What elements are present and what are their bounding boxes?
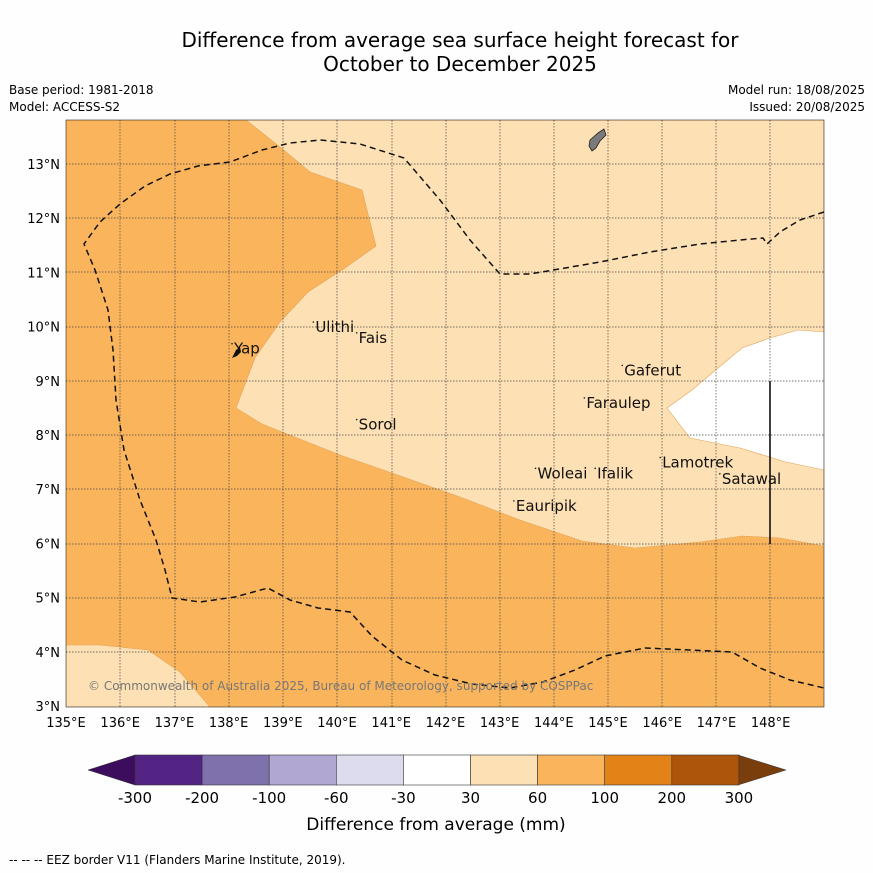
- anomaly-30-60-region-north: [235, 120, 824, 549]
- colorbar-swatch: [335, 754, 404, 786]
- place-label-woleai: Woleai: [538, 464, 588, 482]
- place-label-lamotrek: Lamotrek: [662, 454, 733, 472]
- lon-label: 143°E: [480, 716, 520, 731]
- colorbar-label: Difference from average (mm): [306, 815, 565, 835]
- grid-lines: [66, 120, 824, 707]
- colorbar-swatch: [604, 754, 673, 786]
- eez-border: [83, 139, 824, 689]
- lon-label: 144°E: [534, 716, 574, 731]
- place-label-faraulep: Faraulep: [586, 394, 650, 412]
- copyright-text: © Commonwealth of Australia 2025, Bureau…: [88, 679, 593, 693]
- lon-label: 136°E: [100, 716, 140, 731]
- atoll-marker: [355, 332, 358, 334]
- colorbar-swatch: [201, 754, 270, 786]
- map-title-line1: Difference from average sea surface heig…: [181, 28, 739, 52]
- colorbar-tick: 300: [725, 789, 754, 807]
- model-run: Model run: 18/08/2025: [727, 83, 865, 97]
- model-name: Model: ACCESS-S2: [9, 100, 121, 114]
- lon-label: 142°E: [426, 716, 466, 731]
- atoll-marker: [513, 500, 515, 502]
- map-frame: [65, 119, 825, 708]
- atoll-marker: [534, 467, 537, 470]
- atoll-marker: [594, 467, 596, 470]
- lat-label: 10°N: [27, 321, 60, 336]
- atoll-marker: [583, 397, 586, 399]
- lat-label: 6°N: [36, 537, 61, 552]
- colorbar-tick: -200: [185, 789, 219, 807]
- colorbar-swatch: [671, 754, 740, 786]
- lon-label: 135°E: [46, 716, 86, 731]
- map-title-line2: October to December 2025: [323, 52, 597, 76]
- colorbar-swatch: [134, 754, 203, 786]
- lon-label: 141°E: [371, 716, 411, 731]
- colorbar-swatch: [470, 754, 538, 786]
- eez-footnote: -- -- -- EEZ border V11 (Flanders Marine…: [9, 853, 346, 867]
- lat-label: 8°N: [36, 429, 61, 444]
- atoll-marker: [719, 472, 721, 475]
- issued-date: Issued: 20/08/2025: [749, 100, 865, 114]
- lon-label: 139°E: [263, 716, 303, 731]
- lon-label: 137°E: [155, 716, 195, 731]
- lat-label: 13°N: [27, 158, 60, 173]
- lon-label: 147°E: [697, 716, 737, 731]
- colorbar-tick: 60: [528, 789, 547, 807]
- colorbar-swatch: [403, 754, 471, 786]
- map-area: Yap Ulithi Fais Sorol Gaferut Faraulep Woleai I…: [66, 120, 824, 707]
- place-label-satawal: Satawal: [722, 470, 781, 488]
- place-label-ulithi: Ulithi: [315, 318, 354, 336]
- lon-label: 140°E: [317, 716, 357, 731]
- atoll-marker: [231, 342, 233, 345]
- lon-label: 148°E: [751, 716, 791, 731]
- lon-label: 138°E: [209, 716, 249, 731]
- atoll-marker: [355, 418, 358, 421]
- latitude-labels: 3°N 4°N 5°N 6°N 7°N 8°N 9°N 10°N 11°N 12°N 13°N: [27, 158, 60, 715]
- place-label-sorol: Sorol: [359, 416, 397, 434]
- colorbar-tick: -60: [324, 789, 349, 807]
- colorbar-swatch: [537, 754, 605, 786]
- colorbar-legend: -300 -200 -100 -60 -30 30 60 100 200 300 Differen…: [87, 754, 787, 835]
- guam-island: [588, 128, 607, 152]
- colorbar-tick: 100: [590, 789, 619, 807]
- colorbar-tick: -300: [118, 789, 152, 807]
- colorbar-tick: 30: [461, 789, 480, 807]
- place-label-eauripik: Eauripik: [516, 497, 577, 515]
- lat-label: 3°N: [36, 700, 61, 715]
- colorbar-tick: -30: [391, 789, 416, 807]
- colorbar-swatch: [268, 754, 337, 786]
- place-label-fais: Fais: [359, 329, 388, 347]
- base-period: Base period: 1981-2018: [9, 83, 154, 97]
- atoll-marker: [659, 456, 661, 459]
- atoll-marker: [621, 364, 624, 367]
- colorbar-high-arrow: [737, 754, 787, 786]
- lon-label: 145°E: [588, 716, 628, 731]
- lon-label: 146°E: [642, 716, 682, 731]
- colorbar-low-arrow: [87, 754, 136, 786]
- place-label-gaferut: Gaferut: [624, 361, 681, 379]
- colorbar-tick: 200: [657, 789, 686, 807]
- lat-label: 11°N: [27, 266, 60, 281]
- place-labels: Yap Ulithi Fais Sorol Gaferut Faraulep Woleai I…: [231, 318, 781, 515]
- longitude-labels: 135°E 136°E 137°E 138°E 139°E 140°E 141°E 142°E…: [46, 716, 790, 731]
- place-label-ifalik: Ifalik: [597, 464, 633, 482]
- lat-label: 7°N: [36, 483, 61, 498]
- colorbar-tick: -100: [252, 789, 286, 807]
- lat-label: 12°N: [27, 212, 60, 227]
- anomaly-30-60-region-southwest: [66, 644, 211, 707]
- atoll-marker: [312, 321, 315, 323]
- place-label-yap: Yap: [233, 340, 260, 358]
- lat-label: 5°N: [36, 592, 61, 607]
- yap-island: [232, 347, 241, 358]
- lat-label: 4°N: [36, 646, 61, 661]
- lat-label: 9°N: [36, 375, 61, 390]
